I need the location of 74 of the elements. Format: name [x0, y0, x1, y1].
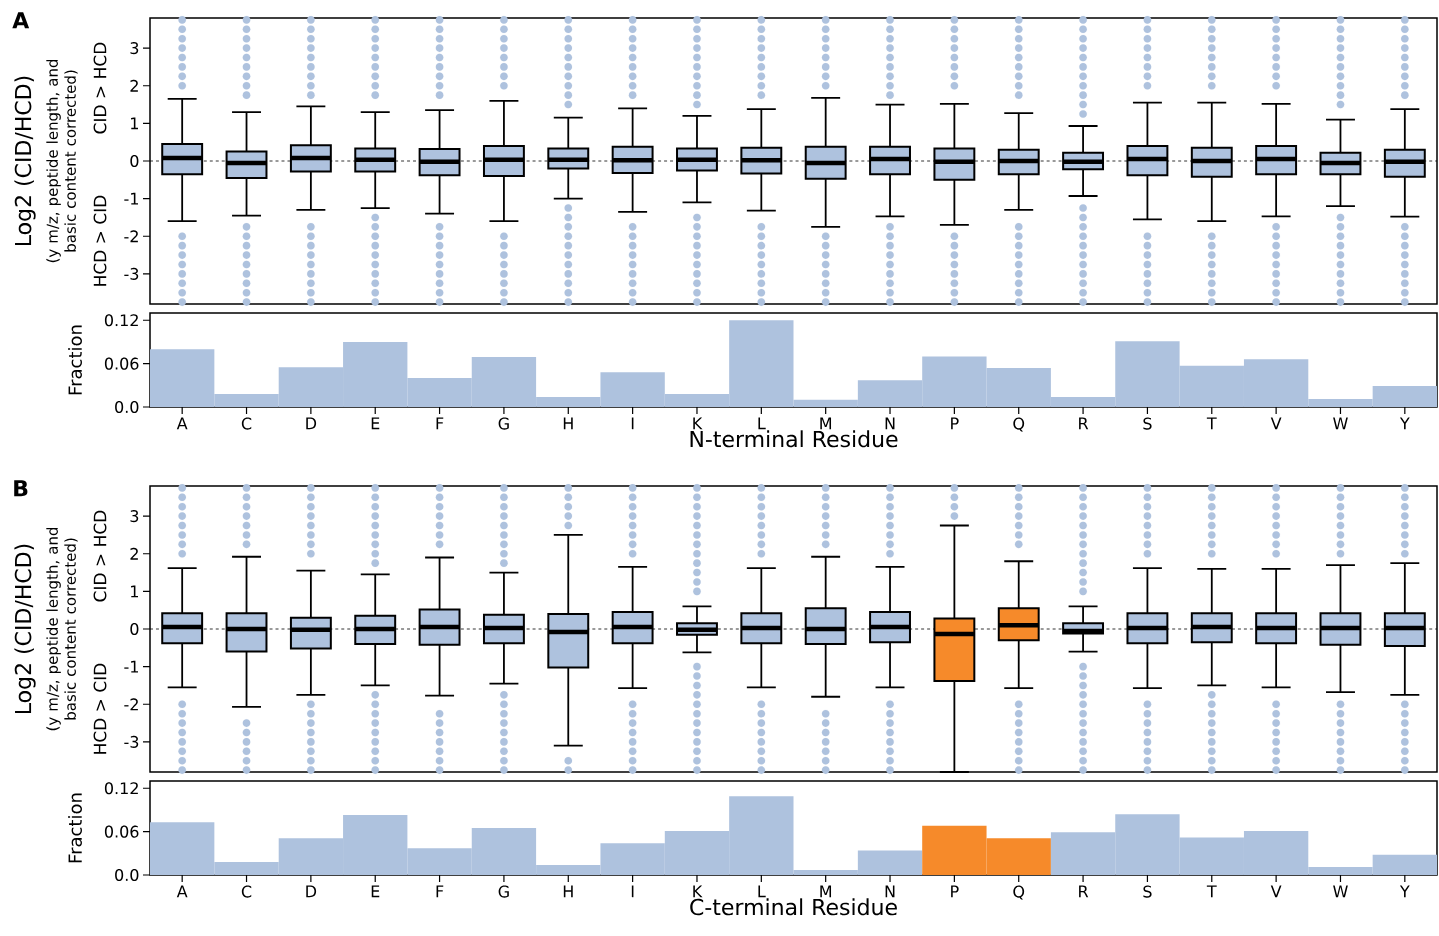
x-tick-label: N — [885, 885, 895, 898]
y-tick-label: -3 — [124, 735, 139, 748]
y-tick-label: 0 — [130, 622, 139, 636]
y-tick-label: 3 — [130, 510, 139, 523]
y-tick-label: -1 — [124, 660, 139, 673]
x-tick-label: H — [563, 417, 573, 430]
x-tick-label: W — [1333, 885, 1348, 898]
x-tick-label: A — [176, 885, 188, 898]
x-tick-label: S — [1143, 417, 1152, 430]
x-tick-label: E — [371, 885, 380, 898]
x-axis-title: C-terminal Residue — [690, 898, 897, 916]
x-tick-label: I — [631, 417, 634, 430]
x-tick-label: T — [1206, 417, 1217, 430]
y-tick-label: 1 — [131, 585, 138, 598]
y-tick-label: -2 — [124, 698, 138, 711]
x-tick-label: R — [1079, 417, 1089, 430]
text: (y m/z, peptide length, and basic content corrected) — [46, 527, 78, 731]
y-tick-label: 0.0 — [115, 400, 139, 414]
x-tick-label: L — [758, 417, 766, 430]
x-tick-label: D — [306, 417, 317, 430]
text: HCD > CID — [93, 663, 107, 754]
y-tick-label: 2 — [130, 547, 138, 560]
x-tick-label: A — [176, 417, 188, 430]
x-tick-label: Q — [1013, 417, 1025, 432]
x-tick-label: V — [1270, 417, 1282, 430]
x-tick-label: L — [758, 885, 766, 898]
x-tick-label: N — [885, 417, 895, 430]
y-tick-label: 0.0 — [115, 868, 139, 882]
x-tick-label: M — [820, 885, 832, 898]
x-tick-label: C — [241, 885, 252, 898]
x-tick-label: M — [820, 417, 832, 430]
y-axis-title: Fraction — [68, 325, 82, 395]
text: HCD > CID — [93, 195, 107, 286]
x-tick-label: P — [951, 885, 959, 898]
x-tick-label: Q — [1013, 885, 1025, 900]
chart-title: A — [12, 12, 30, 29]
x-tick-label: I — [631, 885, 634, 898]
y-axis-title: Log2 (CID/HCD) — [14, 76, 36, 246]
x-tick-label: E — [371, 417, 380, 430]
text: CID > HCD — [93, 510, 107, 602]
x-tick-label: P — [951, 417, 959, 430]
y-axis-title: Log2 (CID/HCD) — [14, 544, 36, 714]
y-tick-label: 0.12 — [104, 782, 138, 795]
x-tick-label: W — [1333, 417, 1348, 430]
x-tick-label: G — [498, 885, 509, 898]
x-tick-label: D — [306, 885, 317, 898]
x-tick-label: K — [693, 417, 703, 430]
y-tick-label: 0 — [130, 154, 139, 168]
x-axis-title: N-terminal Residue — [690, 430, 898, 448]
x-tick-label: S — [1143, 885, 1152, 898]
y-tick-label: 1 — [131, 117, 138, 130]
x-tick-label: H — [563, 885, 573, 898]
y-tick-label: -2 — [124, 230, 138, 243]
y-tick-label: 2 — [130, 79, 138, 92]
y-axis-title: Fraction — [68, 793, 82, 863]
x-tick-label: R — [1079, 885, 1089, 898]
x-tick-label: K — [693, 885, 703, 898]
x-tick-label: C — [241, 417, 252, 430]
x-tick-label: F — [436, 417, 444, 430]
x-tick-label: T — [1206, 885, 1217, 898]
y-tick-label: -1 — [124, 192, 139, 205]
y-tick-label: 0.06 — [104, 357, 139, 370]
y-tick-label: 3 — [130, 42, 139, 55]
x-tick-label: Y — [1399, 885, 1410, 898]
x-tick-label: G — [498, 417, 509, 430]
text: (y m/z, peptide length, and basic content corrected) — [46, 59, 78, 263]
x-tick-label: Y — [1399, 417, 1410, 430]
y-tick-label: -3 — [124, 267, 139, 280]
text: CID > HCD — [93, 42, 107, 134]
y-tick-label: 0.06 — [104, 825, 139, 838]
x-tick-label: F — [436, 885, 444, 898]
x-tick-label: V — [1270, 885, 1282, 898]
y-tick-label: 0.12 — [104, 314, 138, 327]
chart-title: B — [14, 480, 28, 497]
